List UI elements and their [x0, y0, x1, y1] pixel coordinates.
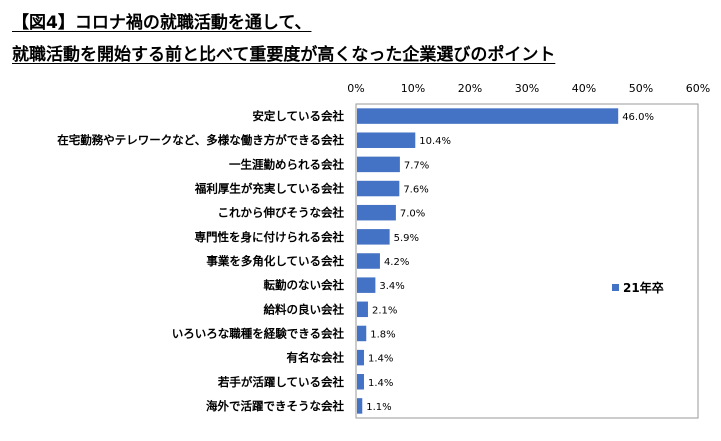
bar [357, 277, 376, 293]
x-tick-label: 40% [572, 82, 596, 95]
category-label: 若手が活躍している会社 [218, 375, 345, 389]
data-label: 2.1% [372, 305, 397, 316]
category-label: 海外で活躍できそうな会社 [206, 399, 344, 413]
category-label: 福利厚生が充実している会社 [194, 182, 345, 196]
data-label: 3.4% [379, 281, 404, 292]
category-label: 一生涯勤められる会社 [229, 157, 344, 171]
bar [357, 253, 380, 269]
x-tick-label: 60% [686, 82, 710, 95]
data-label: 7.0% [400, 209, 425, 220]
category-label: 安定している会社 [252, 109, 344, 123]
bar [357, 301, 368, 318]
bar [357, 108, 619, 124]
data-label: 7.7% [404, 160, 429, 171]
data-label: 5.9% [394, 233, 419, 244]
category-label: 有名な会社 [287, 351, 345, 365]
data-label: 1.4% [368, 378, 393, 389]
bar [357, 229, 390, 245]
category-label: これから伸びそうな会社 [218, 206, 345, 220]
category-label: いろいろな職種を経験できる会社 [172, 326, 345, 340]
category-label: 事業を多角化している会社 [206, 254, 344, 268]
bar [357, 325, 367, 342]
x-tick-label: 50% [629, 82, 653, 95]
category-label: 在宅勤務やテレワークなど、多様な働き方ができる会社 [57, 133, 344, 147]
legend-label: 21年卒 [623, 280, 664, 295]
data-label: 7.6% [403, 185, 428, 196]
chart-title-line-2: 就職活動を開始する前と比べて重要度が高くなった企業選びのポイント [12, 45, 556, 65]
data-label: 1.8% [370, 329, 395, 340]
category-label: 給料の良い会社 [264, 302, 345, 316]
data-label: 10.4% [419, 136, 451, 147]
category-label: 専門性を身に付けられる会社 [195, 230, 345, 244]
x-tick-label: 10% [401, 82, 425, 95]
plot-area-border [355, 103, 699, 419]
x-tick-label: 0% [347, 82, 364, 95]
bar [357, 156, 400, 173]
bar [357, 374, 364, 390]
chart-title-line-1: 【図4】コロナ禍の就職活動を通して、 [12, 13, 312, 33]
bar [357, 180, 400, 197]
data-label: 46.0% [622, 112, 654, 123]
bar [357, 349, 364, 366]
bar [357, 204, 396, 221]
data-label: 4.2% [384, 257, 409, 268]
legend-swatch [612, 284, 619, 291]
bar [357, 132, 416, 148]
bar [357, 398, 363, 414]
x-tick-label: 30% [515, 82, 539, 95]
category-label: 転勤のない会社 [264, 278, 345, 292]
x-tick-label: 20% [458, 82, 482, 95]
data-label: 1.1% [366, 402, 391, 413]
data-label: 1.4% [368, 354, 393, 365]
